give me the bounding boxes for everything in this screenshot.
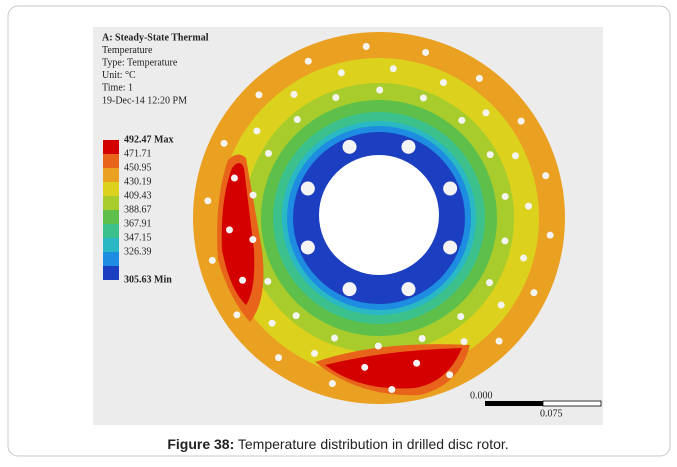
hole bbox=[482, 109, 489, 116]
hole bbox=[446, 371, 453, 378]
scale-segment bbox=[485, 401, 543, 406]
hole bbox=[413, 360, 420, 367]
hole bbox=[486, 279, 493, 286]
hole bbox=[443, 182, 457, 196]
header-line: Unit: °C bbox=[102, 70, 136, 81]
hole bbox=[239, 277, 246, 284]
legend-label: 347.15 bbox=[124, 232, 152, 243]
hole bbox=[311, 350, 318, 357]
scale-end: 0.075 bbox=[540, 408, 563, 419]
caption: Figure 38: Temperature distribution in d… bbox=[167, 436, 508, 452]
legend-label: 326.39 bbox=[124, 246, 152, 257]
hole bbox=[204, 197, 211, 204]
header-line: Type: Temperature bbox=[102, 57, 178, 68]
hole bbox=[496, 338, 503, 345]
caption-text: Temperature distribution in drilled disc… bbox=[234, 436, 508, 452]
hole bbox=[388, 386, 395, 393]
hole bbox=[233, 311, 240, 318]
legend-label: 430.19 bbox=[124, 176, 152, 187]
legend-label: 409.43 bbox=[124, 190, 152, 201]
hole bbox=[443, 240, 457, 254]
hole bbox=[361, 364, 368, 371]
hole bbox=[301, 182, 315, 196]
hole bbox=[343, 282, 357, 296]
hole bbox=[547, 232, 554, 239]
legend-swatch bbox=[103, 266, 119, 280]
hole bbox=[221, 140, 228, 147]
hole bbox=[290, 91, 297, 98]
legend-swatch bbox=[103, 238, 119, 252]
hole bbox=[476, 75, 483, 82]
legend-swatch bbox=[103, 168, 119, 182]
hole bbox=[502, 193, 509, 200]
hole bbox=[293, 312, 300, 319]
hole bbox=[422, 49, 429, 56]
scale-start: 0.000 bbox=[470, 390, 493, 401]
header-line: Time: 1 bbox=[102, 83, 133, 94]
figure: A: Steady-State Thermal TemperatureType: … bbox=[0, 0, 677, 462]
header-line: Temperature bbox=[102, 45, 153, 56]
hole bbox=[501, 237, 508, 244]
legend-label: 492.47 Max bbox=[124, 134, 173, 145]
legend-label: 471.71 bbox=[124, 148, 152, 159]
hole bbox=[457, 313, 464, 320]
hole bbox=[269, 320, 276, 327]
caption-label: Figure 38: bbox=[167, 436, 234, 452]
hole bbox=[332, 94, 339, 101]
hole bbox=[420, 94, 427, 101]
hole bbox=[294, 116, 301, 123]
hole bbox=[498, 302, 505, 309]
legend-swatch bbox=[103, 154, 119, 168]
hole bbox=[401, 282, 415, 296]
hole bbox=[375, 342, 382, 349]
hole bbox=[226, 226, 233, 233]
hole bbox=[542, 172, 549, 179]
hole bbox=[249, 236, 256, 243]
hole bbox=[253, 127, 260, 134]
hole bbox=[329, 380, 336, 387]
legend-label: 305.63 Min bbox=[124, 274, 172, 285]
hole bbox=[363, 43, 370, 50]
hole bbox=[255, 91, 262, 98]
legend-label: 450.95 bbox=[124, 162, 152, 173]
center-hole bbox=[319, 155, 439, 275]
legend-swatch bbox=[103, 224, 119, 238]
hole bbox=[518, 118, 525, 125]
legend-swatch bbox=[103, 210, 119, 224]
hole bbox=[440, 79, 447, 86]
hole bbox=[343, 140, 357, 154]
hole bbox=[461, 338, 468, 345]
hole bbox=[338, 69, 345, 76]
hole bbox=[525, 203, 532, 210]
hole bbox=[401, 140, 415, 154]
rotor bbox=[193, 32, 565, 404]
legend-swatch bbox=[103, 140, 119, 154]
hole bbox=[301, 240, 315, 254]
hole bbox=[419, 335, 426, 342]
hole bbox=[390, 65, 397, 72]
header-line: A: Steady-State Thermal bbox=[102, 32, 209, 43]
header-line: 19-Dec-14 12:20 PM bbox=[102, 95, 187, 106]
legend-swatch bbox=[103, 182, 119, 196]
hole bbox=[209, 257, 216, 264]
legend-swatch bbox=[103, 196, 119, 210]
hole bbox=[530, 289, 537, 296]
hole bbox=[264, 278, 271, 285]
legend-swatch bbox=[103, 252, 119, 266]
hole bbox=[520, 255, 527, 262]
scale-segment bbox=[543, 401, 601, 406]
hole bbox=[250, 192, 257, 199]
hole bbox=[487, 151, 494, 158]
hole bbox=[376, 87, 383, 94]
legend-label: 367.91 bbox=[124, 218, 152, 229]
hole bbox=[231, 174, 238, 181]
hole bbox=[265, 150, 272, 157]
hole bbox=[275, 354, 282, 361]
hole bbox=[331, 335, 338, 342]
legend-label: 388.67 bbox=[124, 204, 152, 215]
hole bbox=[512, 152, 519, 159]
hole bbox=[458, 117, 465, 124]
hole bbox=[305, 58, 312, 65]
